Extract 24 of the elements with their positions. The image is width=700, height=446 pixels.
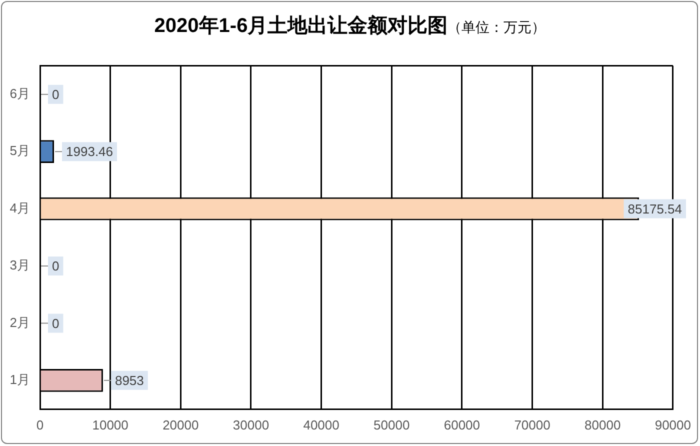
y-tick-label: 6月: [10, 86, 30, 101]
data-label: 0: [52, 258, 60, 274]
chart-subtitle: （单位：万元）: [448, 19, 546, 35]
y-tick-label: 1月: [10, 372, 30, 387]
x-tick-label: 0: [36, 417, 44, 432]
data-label: 8953: [114, 372, 144, 388]
x-tick-label: 50000: [374, 417, 410, 432]
x-tick-label: 30000: [232, 417, 270, 432]
y-tick-label: 3月: [10, 258, 30, 273]
y-tick-label: 5月: [10, 143, 30, 158]
data-label: 85175.54: [628, 201, 682, 216]
y-tick-label: 2月: [10, 314, 30, 330]
x-tick-label: 60000: [444, 417, 480, 432]
x-tick-label: 20000: [162, 417, 199, 432]
x-tick-label: 40000: [303, 417, 340, 432]
data-label: 1993.46: [66, 144, 114, 160]
x-tick-label: 10000: [92, 417, 128, 432]
data-label: 0: [52, 86, 60, 102]
x-tick-label: 90000: [654, 417, 692, 432]
x-tick-label: 80000: [584, 417, 621, 432]
y-tick-label: 4月: [10, 200, 30, 216]
data-label: 0: [52, 316, 60, 331]
chart-title: 2020年1-6月土地出让金额对比图: [154, 15, 448, 37]
x-tick-label: 70000: [514, 417, 550, 432]
